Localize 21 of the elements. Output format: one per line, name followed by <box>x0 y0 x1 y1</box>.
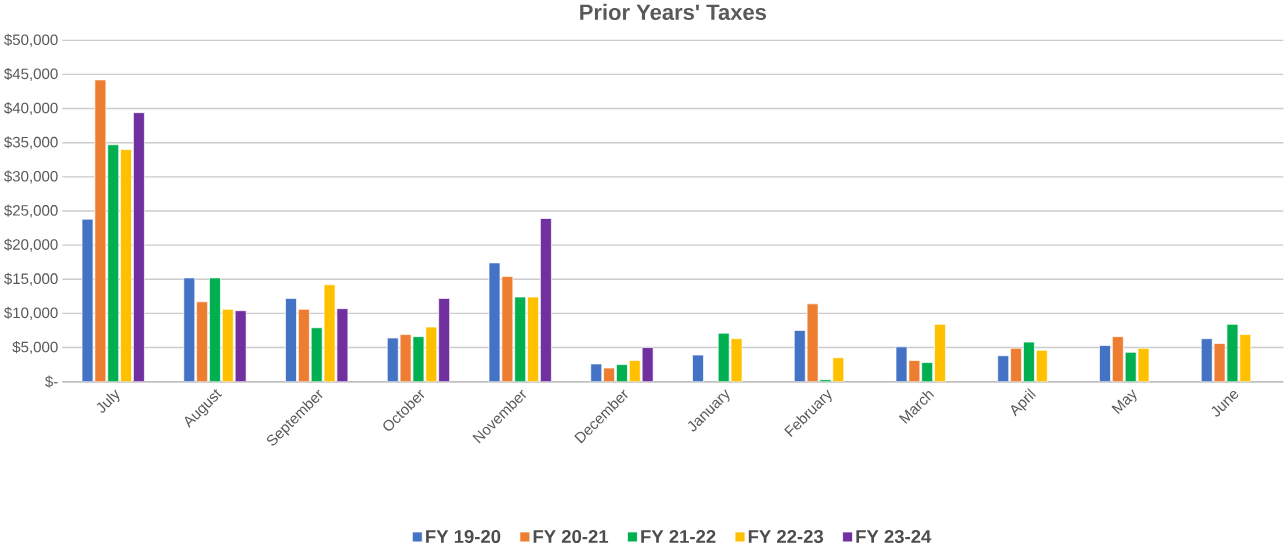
bar <box>120 149 132 382</box>
y-tick-label: $5,000 <box>12 340 58 354</box>
y-tick-label: $40,000 <box>4 101 58 115</box>
y-tick-label: $30,000 <box>4 170 58 184</box>
x-tick-label: May <box>1111 389 1137 414</box>
y-tick-label: $15,000 <box>4 272 58 286</box>
y-tick-label: $10,000 <box>4 306 58 320</box>
y-tick-label: $25,000 <box>4 204 58 218</box>
x-tick-label: July <box>96 389 120 413</box>
chart-title: Prior Years' Taxes <box>580 3 767 20</box>
y-tick-label: $45,000 <box>4 67 58 81</box>
legend-label: FY 22-23 <box>748 529 824 543</box>
y-tick-label: $50,000 <box>4 33 58 47</box>
legend-label: FY 19-20 <box>426 529 501 543</box>
y-tick-label: $- <box>45 375 58 388</box>
legend-label: FY 20-21 <box>533 529 609 543</box>
y-tick-label: $35,000 <box>4 136 58 150</box>
legend-label: FY 23-24 <box>856 529 932 543</box>
bar <box>692 354 704 382</box>
y-tick-label: $20,000 <box>4 238 58 252</box>
legend-label: FY 21-22 <box>641 529 716 543</box>
